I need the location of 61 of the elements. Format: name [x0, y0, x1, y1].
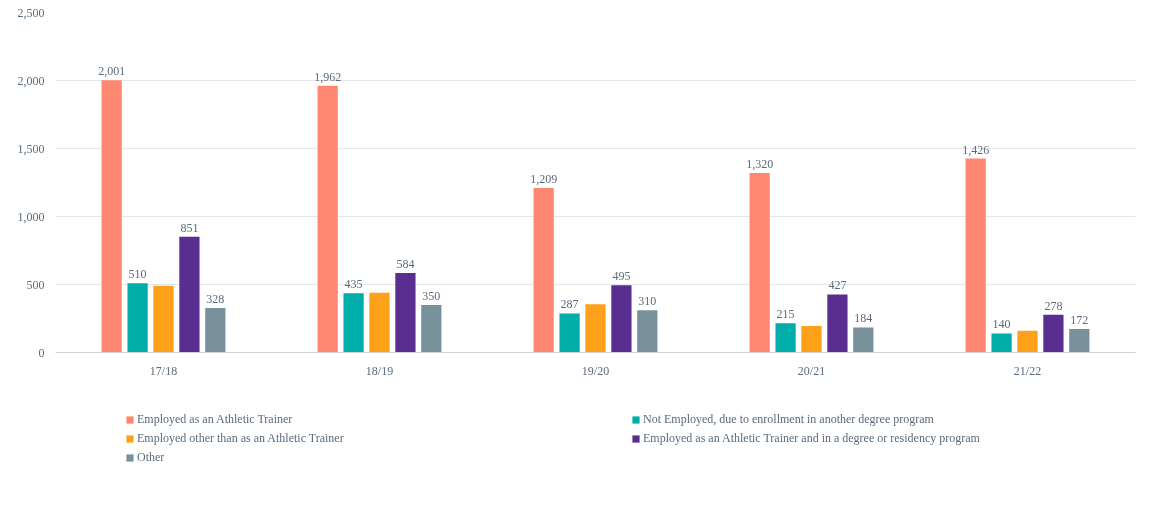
x-tick-label: 20/21: [797, 363, 826, 378]
bar: [801, 325, 822, 353]
data-label: 1,209: [530, 172, 558, 187]
y-tick-label: 1,000: [17, 209, 45, 224]
data-label: 435: [344, 277, 363, 292]
data-label: 172: [1070, 313, 1089, 328]
bar: [1017, 330, 1038, 353]
bar: [1069, 329, 1090, 353]
bar: [965, 158, 986, 353]
data-label: 851: [180, 220, 199, 235]
bar: [991, 333, 1012, 353]
data-label: 584: [396, 257, 415, 272]
data-label: 1,426: [962, 142, 990, 157]
x-tick-label: 17/18: [149, 363, 178, 378]
bar: [585, 304, 606, 353]
bar: [421, 304, 442, 353]
bar: [533, 188, 554, 353]
bar: [369, 292, 390, 353]
x-tick-label: 21/22: [1013, 363, 1042, 378]
data-label: 184: [854, 311, 873, 326]
y-tick-label: 2,500: [17, 5, 45, 20]
legend-label: Not Employed, due to enrollment in another degree program: [643, 412, 935, 427]
bar: [101, 80, 122, 353]
legend-label: Employed other than as an Athletic Trainer: [137, 431, 345, 446]
data-label: 495: [612, 269, 631, 284]
bar: [127, 283, 148, 353]
data-label: 310: [638, 294, 657, 309]
data-label: 2,001: [98, 64, 126, 79]
bar: [827, 294, 848, 353]
y-tick-label: 1,500: [17, 141, 45, 156]
x-tick-label: 18/19: [365, 363, 394, 378]
data-label: 1,962: [314, 69, 342, 84]
data-label: 140: [992, 317, 1011, 332]
legend-label: Employed as an Athletic Trainer: [137, 412, 294, 427]
data-label: 215: [776, 307, 795, 322]
bar: [611, 285, 632, 353]
y-tick-label: 2,000: [17, 73, 45, 88]
bar: [205, 307, 226, 353]
legend-label: Employed as an Athletic Trainer and in a degree or residency program: [643, 431, 981, 446]
bar: [395, 273, 416, 353]
data-label: 510: [128, 267, 147, 282]
y-tick-label: 500: [26, 277, 45, 292]
bar: [317, 85, 338, 353]
bar: [637, 310, 658, 353]
bar: [343, 293, 364, 353]
bar: [749, 172, 770, 353]
bar: [179, 236, 200, 353]
x-tick-label: 19/20: [581, 363, 610, 378]
bar: [853, 327, 874, 353]
data-label: 328: [206, 291, 225, 306]
y-tick-label: 0: [38, 345, 45, 360]
bar: [1043, 314, 1064, 353]
bar: [153, 285, 174, 353]
data-label: 287: [560, 297, 579, 312]
bar: [775, 323, 796, 353]
legend-label: Other: [137, 450, 166, 465]
data-label: 350: [422, 288, 441, 303]
bar: [559, 313, 580, 353]
data-label: 427: [828, 278, 847, 293]
data-label: 278: [1044, 298, 1063, 313]
data-label: 1,320: [746, 156, 774, 171]
